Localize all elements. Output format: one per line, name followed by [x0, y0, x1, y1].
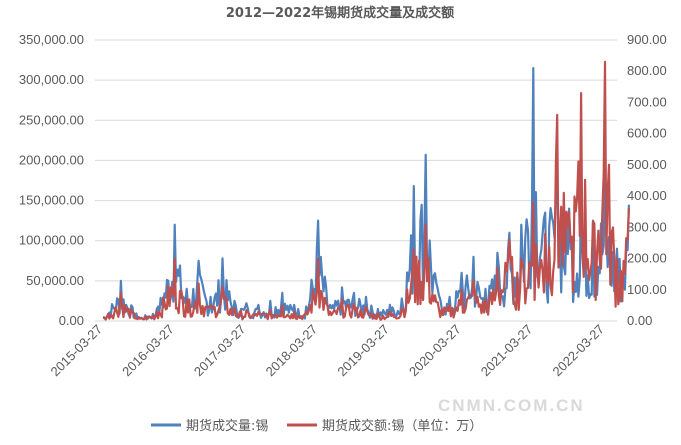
- chart-title: 2012—2022年锡期货成交量及成交额: [226, 5, 454, 21]
- y-left-tick-label: 150,000.00: [19, 193, 84, 208]
- y-left-tick-label: 100,000.00: [19, 233, 84, 248]
- y-right-tick-label: 800.00: [627, 63, 667, 78]
- watermark: CNMN.COM.CN: [438, 396, 585, 415]
- x-tick-label: 2020-03-27: [406, 322, 464, 380]
- y-right-tick-label: 500.00: [627, 157, 667, 172]
- y-right-tick-label: 400.00: [627, 188, 667, 203]
- x-tick-label: 2019-03-27: [334, 322, 392, 380]
- left-axis: 0.00 50,000.00 100,000.00 150,000.00 200,000…: [19, 32, 84, 328]
- x-tick-label: 2022-03-27: [549, 322, 607, 380]
- x-tick-label: 2017-03-27: [191, 322, 249, 380]
- grid: [95, 39, 617, 322]
- y-right-tick-label: 200.00: [627, 251, 667, 266]
- legend: 期货成交量:锡 期货成交额:锡（单位：万）: [151, 418, 482, 434]
- legend-label: 期货成交额:锡（单位：万）: [322, 418, 482, 434]
- y-right-tick-label: 900.00: [627, 32, 667, 47]
- legend-label: 期货成交量:锡: [186, 418, 268, 434]
- y-left-tick-label: 250,000.00: [19, 112, 84, 127]
- x-tick-label: 2015-03-27: [47, 322, 105, 380]
- y-right-tick-label: 300.00: [627, 219, 667, 234]
- y-left-tick-label: 0.00: [59, 313, 84, 328]
- series-line-2: [102, 60, 630, 321]
- y-left-tick-label: 50,000.00: [26, 273, 84, 288]
- y-right-tick-label: 700.00: [627, 94, 667, 109]
- x-axis: 2015-03-27 2016-03-27 2017-03-27 2018-03-27…: [47, 322, 607, 380]
- x-tick-label: 2021-03-27: [478, 322, 536, 380]
- y-right-tick-label: 100.00: [627, 282, 667, 297]
- y-right-tick-label: 0.00: [627, 313, 652, 328]
- y-left-tick-label: 300,000.00: [19, 72, 84, 87]
- y-right-tick-label: 600.00: [627, 126, 667, 141]
- x-tick-label: 2016-03-27: [119, 322, 177, 380]
- series-group: [102, 60, 630, 321]
- y-left-tick-label: 200,000.00: [19, 152, 84, 167]
- x-tick-label: 2018-03-27: [263, 322, 321, 380]
- y-left-tick-label: 350,000.00: [19, 32, 84, 47]
- right-axis: 0.00 100.00 200.00 300.00 400.00 500.00 600.00…: [627, 32, 667, 328]
